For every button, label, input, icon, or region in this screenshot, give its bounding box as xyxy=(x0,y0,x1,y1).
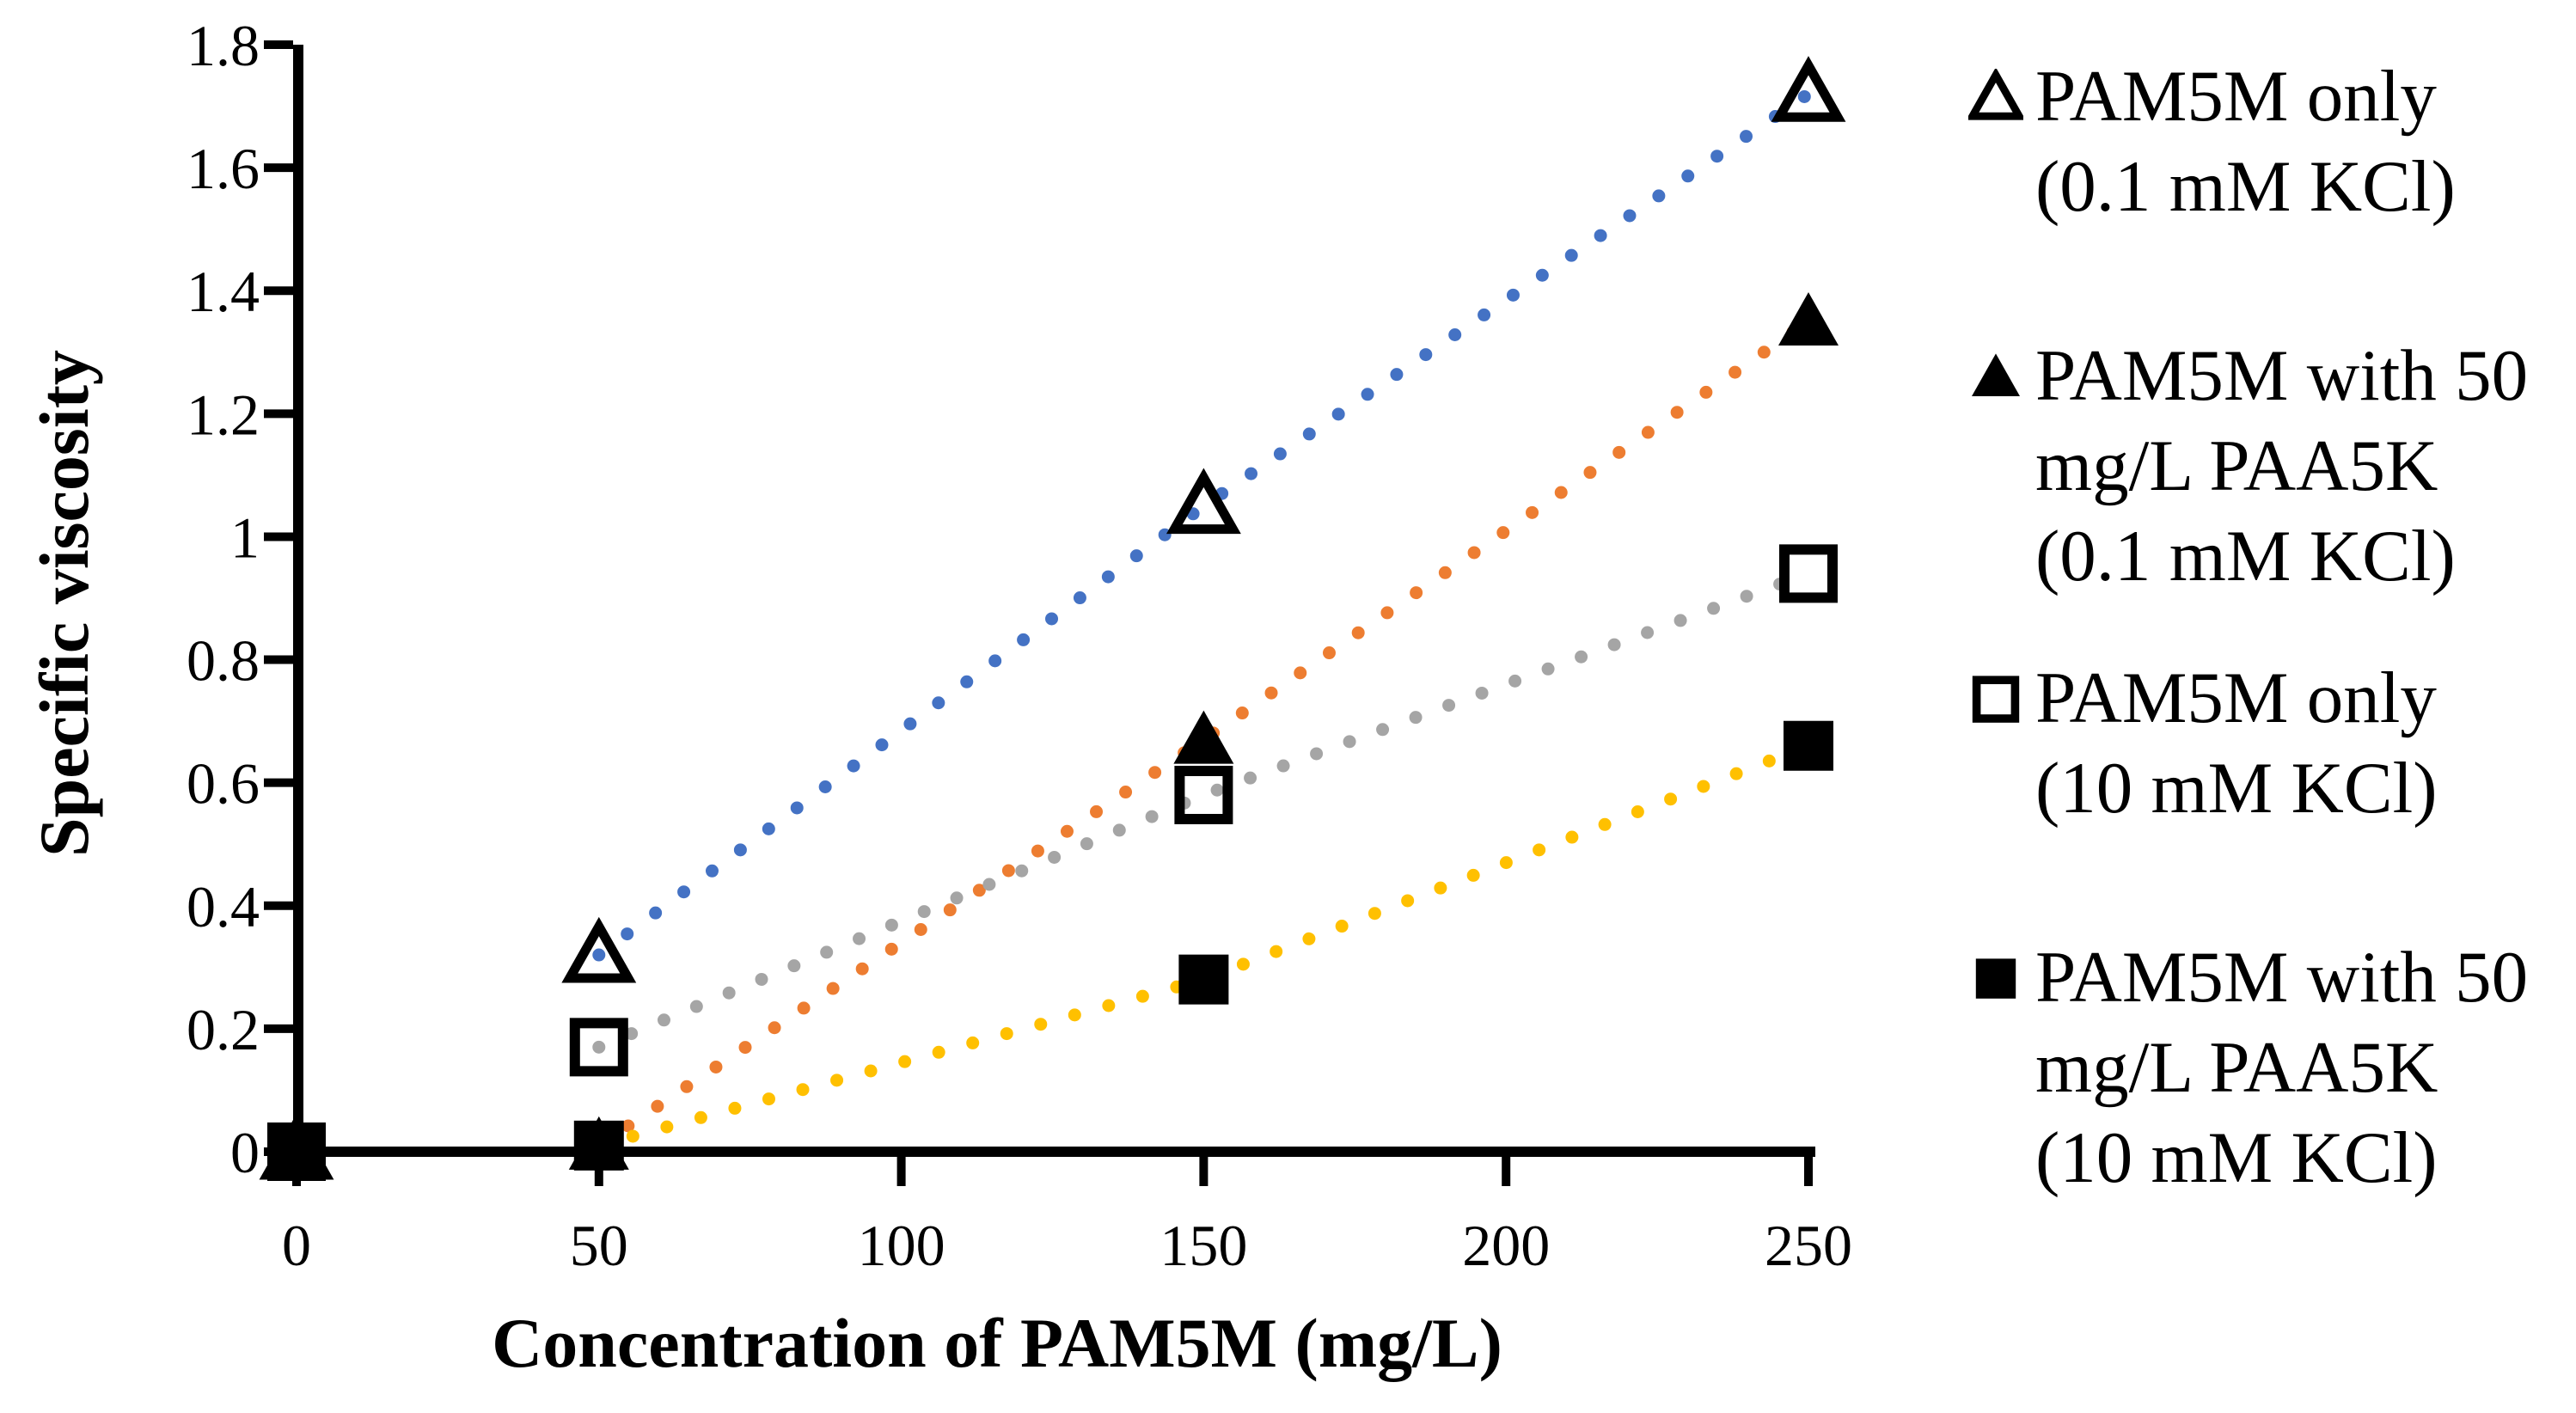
x-axis-title: Concentration of PAM5M (mg/L) xyxy=(492,1304,1502,1382)
y-tick-label: 0 xyxy=(230,1120,260,1185)
open-triangle-icon xyxy=(1968,69,2023,120)
legend-item-1: PAM5M only (0.1 mM KCl) xyxy=(1968,52,2456,232)
y-tick-label: 0.6 xyxy=(187,751,260,817)
legend-item-4: PAM5M with 50 mg/L PAA5K (10 mM KCl) xyxy=(1968,933,2528,1203)
filled-square-icon xyxy=(1975,958,2016,999)
legend-item-2: PAM5M with 50 mg/L PAA5K (0.1 mM KCl) xyxy=(1968,331,2528,602)
y-tick-label: 1 xyxy=(230,505,260,570)
y-tick-label: 0.4 xyxy=(187,874,260,939)
y-tick-label: 1.6 xyxy=(187,136,260,201)
series-line-2 xyxy=(592,315,1815,1153)
x-tick-label: 0 xyxy=(282,1213,311,1278)
series-line-1 xyxy=(592,87,1815,962)
legend-item-3: PAM5M only (10 mM KCl) xyxy=(1968,653,2438,834)
y-tick-label: 1.2 xyxy=(187,382,260,447)
open-square-marker xyxy=(569,1018,628,1077)
y-tick-label: 1.4 xyxy=(187,259,260,324)
filled-square-marker xyxy=(1784,720,1833,771)
x-tick-label: 250 xyxy=(1765,1213,1852,1278)
legend-label: PAM5M with 50 mg/L PAA5K (10 mM KCl) xyxy=(2035,937,2529,1198)
open-square-marker xyxy=(1174,765,1233,824)
open-triangle-marker xyxy=(561,916,637,983)
open-square-marker xyxy=(1779,544,1838,603)
y-axis-title: Specific viscosity xyxy=(25,350,103,857)
open-triangle-marker xyxy=(1771,56,1846,122)
open-square-icon xyxy=(1972,676,2020,723)
filled-triangle-icon xyxy=(1972,353,2020,396)
legend-label: PAM5M only (0.1 mM KCl) xyxy=(2035,56,2456,227)
legend: PAM5M only (0.1 mM KCl) PAM5M with 50 mg/L … xyxy=(1968,0,2576,1413)
x-tick-label: 100 xyxy=(858,1213,945,1278)
x-tick-label: 200 xyxy=(1462,1213,1550,1278)
filled-square-marker xyxy=(272,1127,321,1177)
y-tick-label: 0.8 xyxy=(187,628,260,694)
legend-label: PAM5M only (10 mM KCl) xyxy=(2035,658,2438,829)
y-tick-label: 0.2 xyxy=(187,997,260,1062)
legend-label: PAM5M with 50 mg/L PAA5K (0.1 mM KCl) xyxy=(2035,335,2529,596)
x-tick-label: 150 xyxy=(1160,1213,1247,1278)
filled-triangle-marker xyxy=(1778,292,1839,346)
filled-triangle-marker xyxy=(1173,710,1234,764)
y-tick-label: 1.8 xyxy=(187,13,260,78)
filled-square-marker xyxy=(1178,954,1229,1005)
series-line-4 xyxy=(592,739,1815,1153)
x-tick-label: 50 xyxy=(570,1213,628,1278)
open-triangle-marker xyxy=(1166,468,1241,535)
filled-square-marker xyxy=(573,1120,624,1171)
